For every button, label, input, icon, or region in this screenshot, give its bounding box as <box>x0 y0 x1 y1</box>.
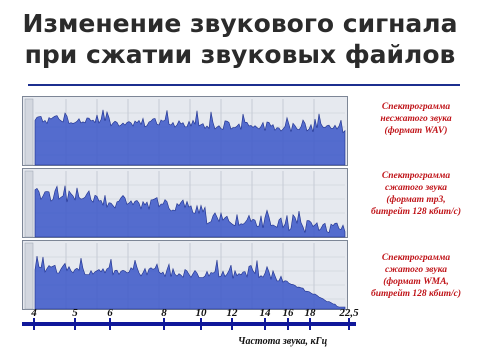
spectrogram-wav <box>22 96 348 166</box>
spectrogram-wma <box>22 240 348 310</box>
spectrogram-mp3-plot <box>24 170 346 238</box>
axis-tick <box>200 318 202 330</box>
axis-tick <box>74 318 76 330</box>
axis-tick-label: 5 <box>72 307 78 319</box>
axis-tick-label: 6 <box>107 307 113 319</box>
spectrum-area <box>34 185 346 238</box>
caption-wma-line: сжатого звука <box>385 265 447 275</box>
caption-wma-line: Спектрограмма <box>381 253 451 263</box>
title-underline <box>28 84 460 86</box>
caption-mp3-line: сжатого звука <box>385 183 447 193</box>
axis-tick-label: 4 <box>31 307 37 319</box>
axis-tick-label: 10 <box>195 307 207 319</box>
spectrum-area <box>34 256 346 310</box>
axis-tick-label: 8 <box>161 307 167 319</box>
slide-title-line-1: Изменение звукового сигнала <box>22 9 458 38</box>
frequency-axis-label: Частота звука, кГц <box>238 336 328 347</box>
scale-strip <box>24 242 34 310</box>
spectrum-area <box>34 109 346 166</box>
axis-tick <box>109 318 111 330</box>
axis-tick <box>309 318 311 330</box>
scale-strip <box>24 98 34 166</box>
caption-wma-line: битрейт 128 кбит/с) <box>370 289 462 299</box>
axis-tick-label: 12 <box>226 307 238 319</box>
axis-tick <box>287 318 289 330</box>
axis-tick <box>33 318 35 330</box>
caption-wav-line: несжатого звука <box>380 114 452 124</box>
caption-mp3-line: Спектрограмма <box>381 171 451 181</box>
axis-tick <box>348 318 350 330</box>
axis-tick <box>264 318 266 330</box>
caption-wav: Спектрограмма несжатого звука (формат WA… <box>356 101 476 137</box>
axis-tick <box>163 318 165 330</box>
axis-tick-label: 16 <box>282 307 294 319</box>
scale-strip <box>24 170 34 238</box>
axis-tick-label: 18 <box>304 307 316 319</box>
axis-tick-label: 14 <box>259 307 271 319</box>
spectrogram-wav-plot <box>24 98 346 166</box>
caption-wma-line: (формат WMA, <box>383 277 449 287</box>
caption-mp3-line: битрейт 128 кбит/с) <box>370 207 462 217</box>
slide-title-line-2: при сжатии звуковых файлов <box>24 40 456 69</box>
caption-wma: Спектрограмма сжатого звука (формат WMA,… <box>356 252 476 300</box>
caption-mp3-line: (формат mp3, <box>386 195 446 205</box>
caption-wav-line: Спектрограмма <box>381 102 451 112</box>
spectrogram-wma-plot <box>24 242 346 310</box>
spectrogram-mp3 <box>22 168 348 238</box>
frequency-axis <box>22 322 356 326</box>
caption-mp3: Спектрограмма сжатого звука (формат mp3,… <box>356 170 476 218</box>
axis-tick-label: 22,5 <box>339 307 359 319</box>
axis-tick <box>231 318 233 330</box>
caption-wav-line: (формат WAV) <box>384 126 448 136</box>
